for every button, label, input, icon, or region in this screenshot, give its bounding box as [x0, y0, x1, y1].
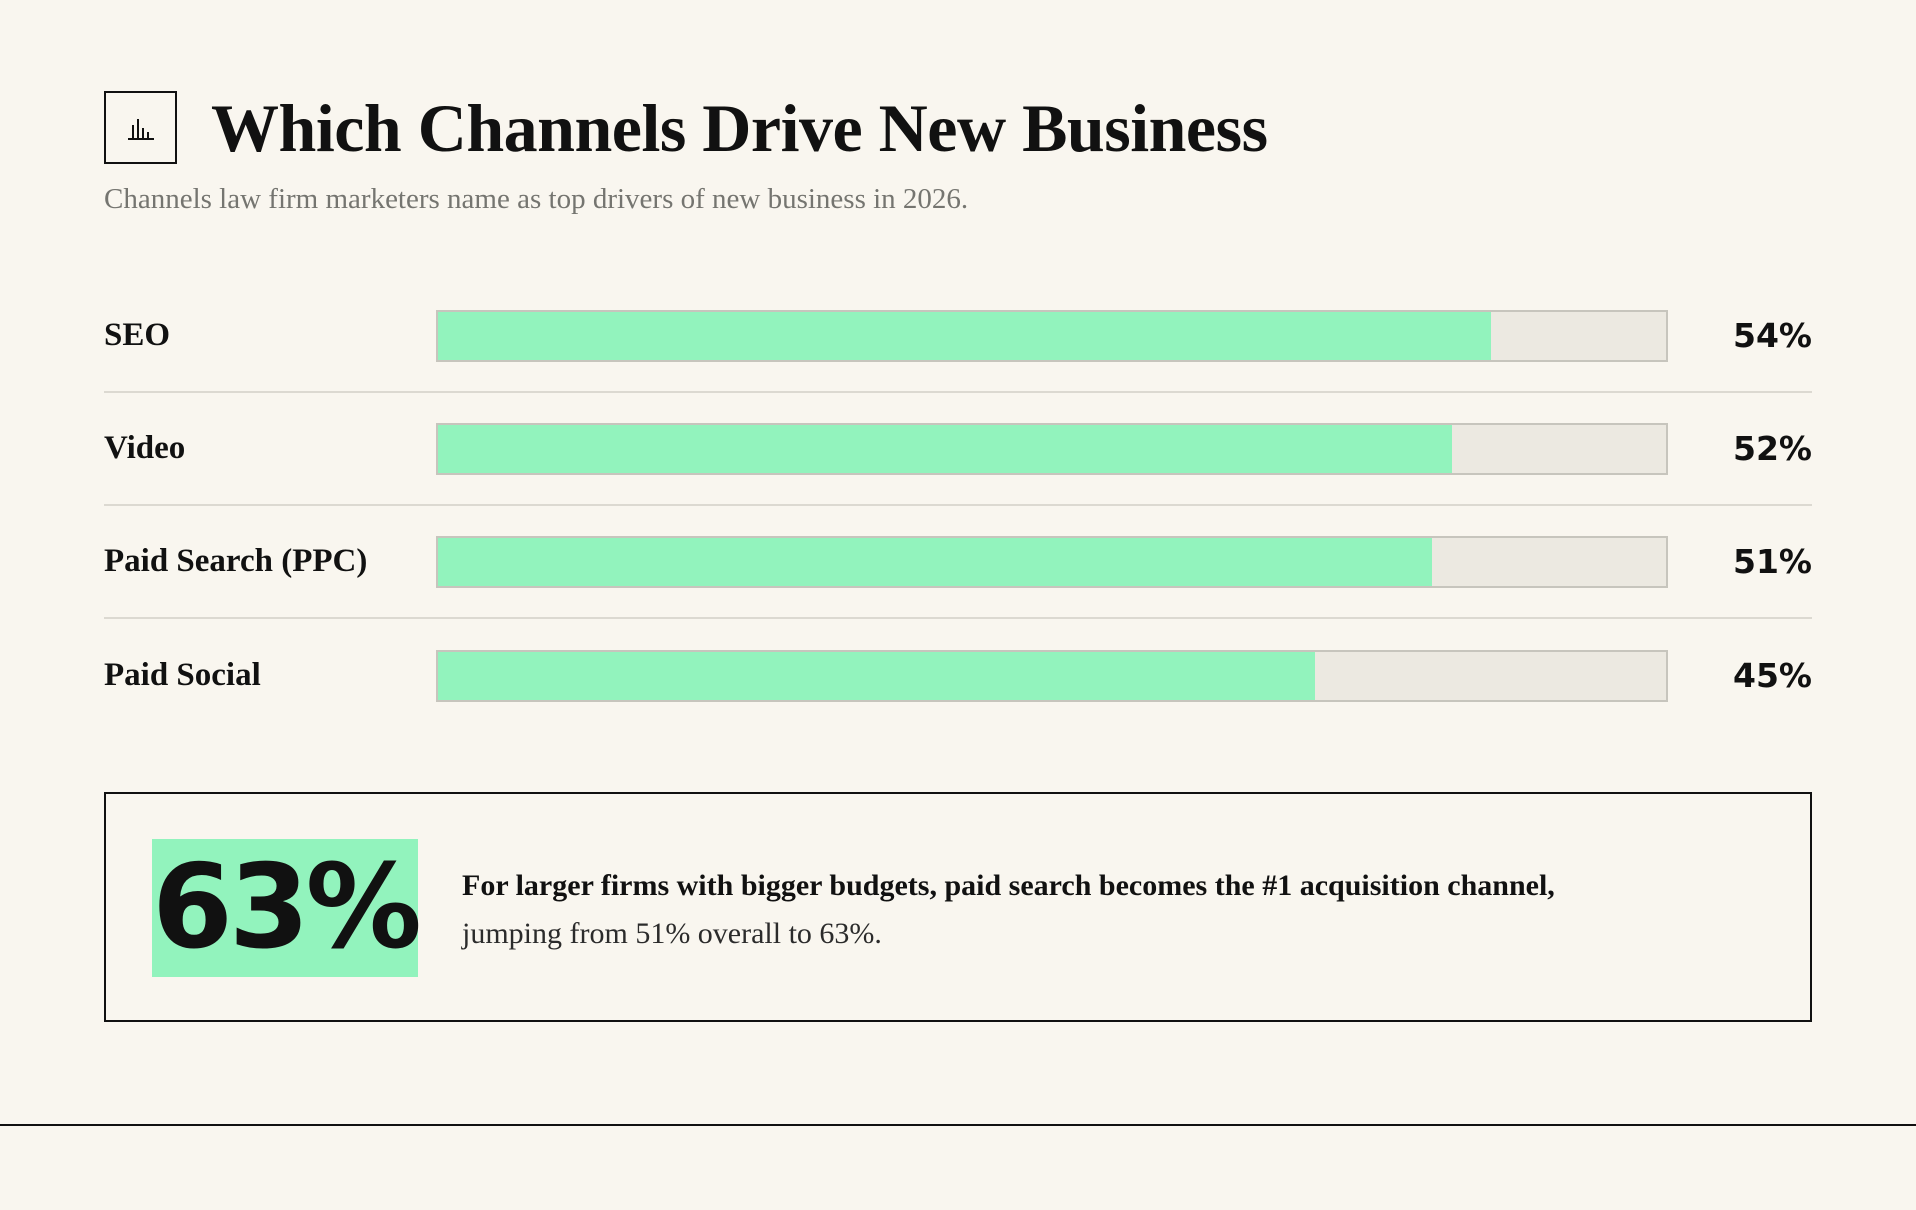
bar-value-label: 51% — [1733, 542, 1812, 581]
bar-chart-icon — [104, 91, 177, 164]
bar-fill — [438, 651, 1316, 700]
chart-title: Which Channels Drive New Business — [211, 89, 1268, 166]
chart-subtitle: Channels law firm marketers name as top … — [104, 183, 969, 215]
bar-fill — [438, 311, 1491, 360]
callout-text-regular: jumping from 51% overall to 63%. — [462, 917, 882, 950]
callout-text-strong: For larger firms with bigger budgets, pa… — [462, 869, 1555, 902]
bar-value-label: 45% — [1733, 656, 1812, 695]
bar-chart: SEO 54% Video 52% Paid Search (PPC) 51% … — [104, 280, 1812, 732]
bar-fill — [438, 424, 1452, 473]
bar-track — [436, 422, 1668, 475]
callout-text: For larger firms with bigger budgets, pa… — [462, 862, 1762, 958]
bar-row: Video 52% — [104, 393, 1812, 506]
bar-value-label: 52% — [1733, 429, 1812, 468]
chart-header: Which Channels Drive New Business — [104, 90, 1268, 165]
bar-track — [436, 309, 1668, 362]
bar-label: Video — [104, 430, 186, 466]
bar-track — [436, 535, 1668, 588]
bar-label: Paid Search (PPC) — [104, 543, 368, 579]
callout-stat: 63% — [152, 839, 422, 977]
bar-value-label: 54% — [1733, 316, 1812, 355]
bar-row: SEO 54% — [104, 280, 1812, 393]
bar-label: SEO — [104, 317, 171, 353]
callout-box: 63% For larger firms with bigger budgets… — [104, 792, 1812, 1022]
bar-track — [436, 649, 1668, 702]
bar-fill — [438, 537, 1433, 586]
bar-label: Paid Social — [104, 657, 261, 693]
bar-row: Paid Search (PPC) 51% — [104, 506, 1812, 619]
bar-row: Paid Social 45% — [104, 619, 1812, 732]
bottom-divider — [0, 1124, 1916, 1126]
